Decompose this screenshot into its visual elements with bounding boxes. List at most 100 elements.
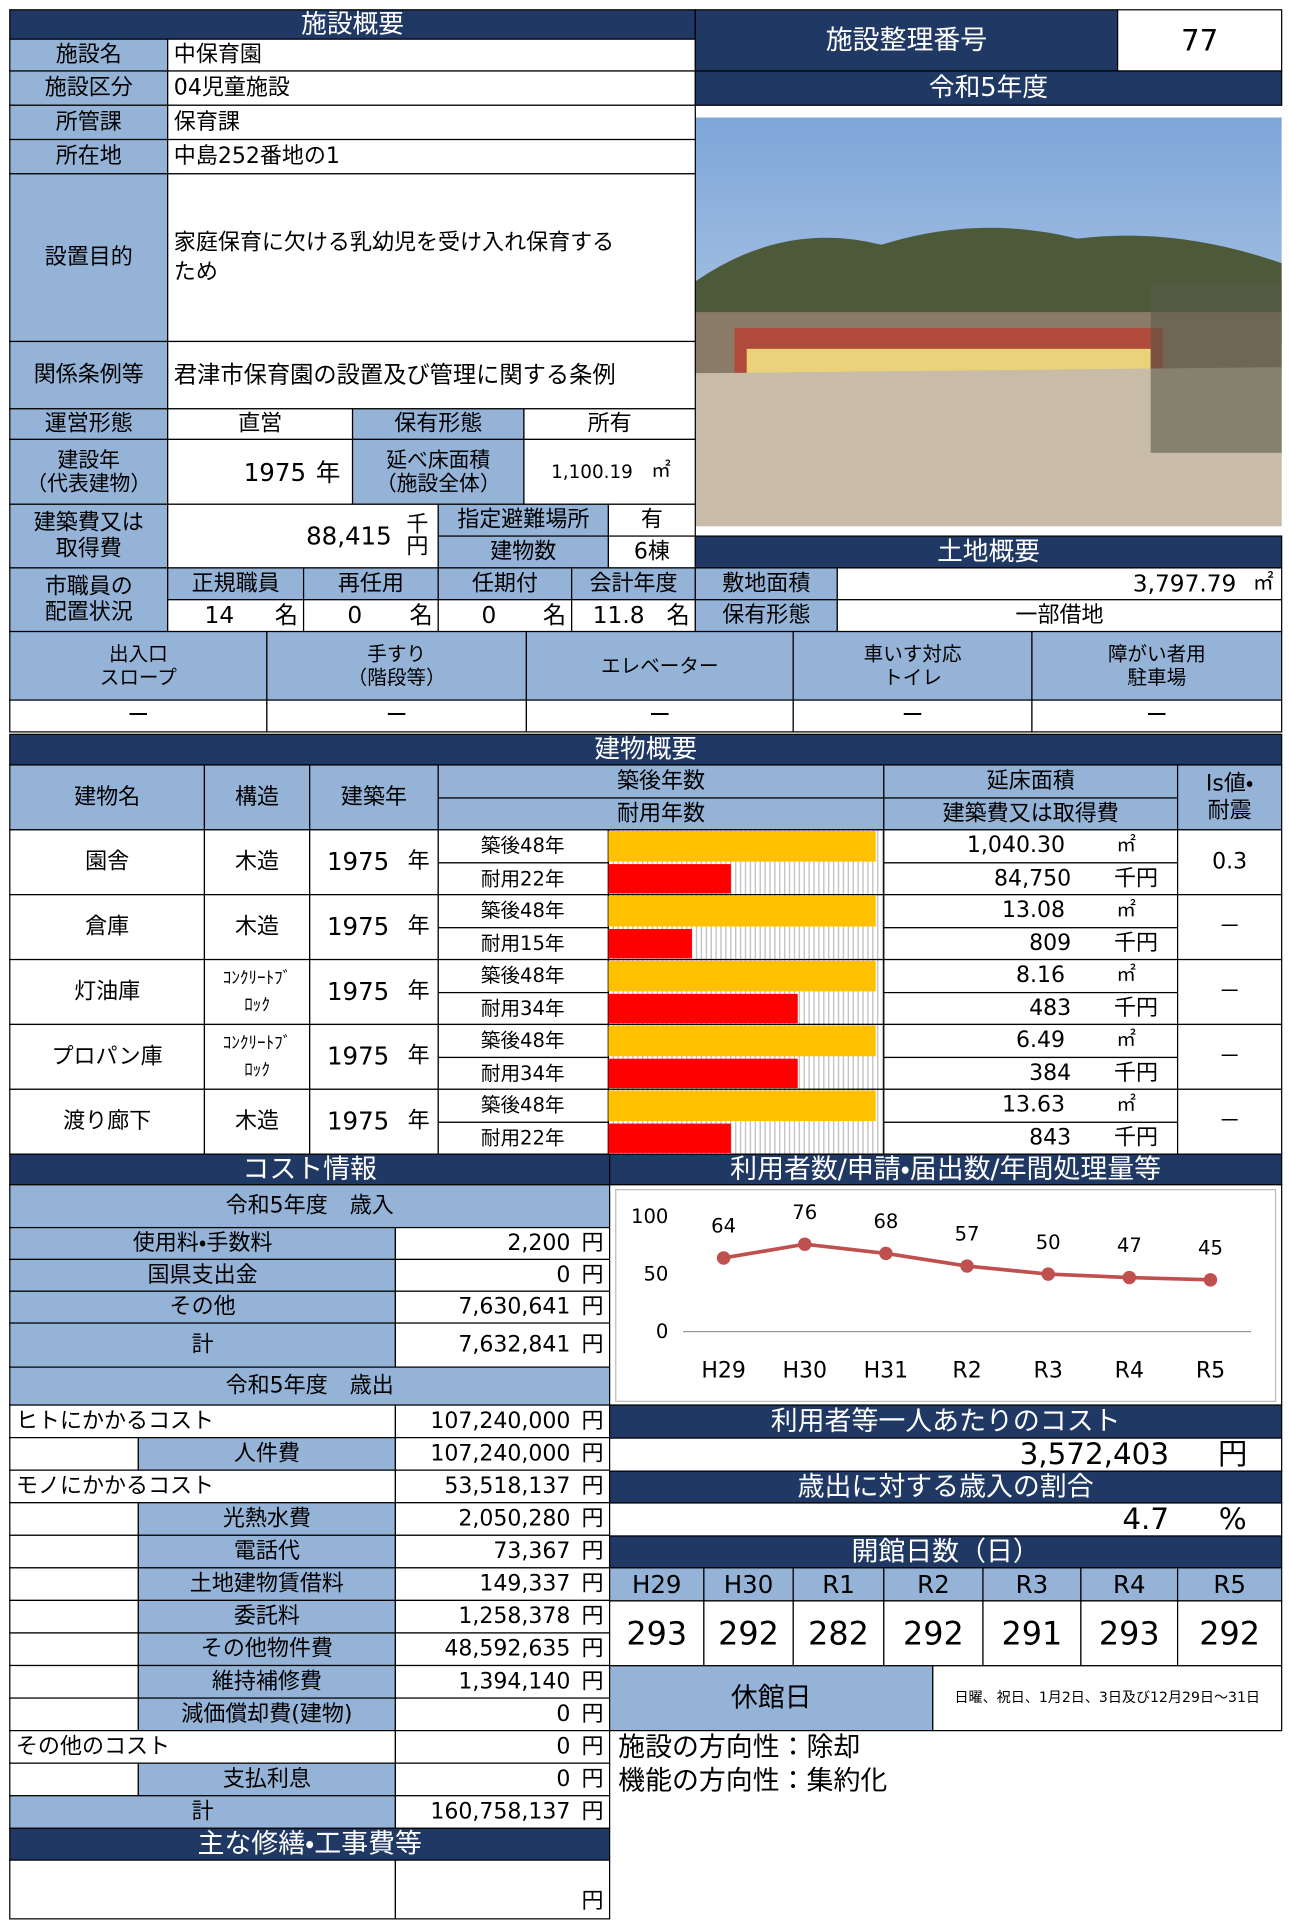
cell xyxy=(394,1437,611,1471)
cell xyxy=(694,599,838,633)
cell xyxy=(394,1258,611,1292)
amount: 107,240,000 xyxy=(430,1409,570,1434)
cell xyxy=(137,1437,397,1471)
facility-photo xyxy=(695,117,1282,527)
cell xyxy=(167,503,439,569)
cell xyxy=(883,862,1179,896)
x-tick-label: R4 xyxy=(1115,1358,1144,1383)
cell xyxy=(137,1534,397,1569)
cell xyxy=(137,1697,397,1732)
unit: 名 xyxy=(409,602,432,629)
unit: 年 xyxy=(316,458,340,487)
cell xyxy=(9,1322,397,1368)
amount: 1,258,378 xyxy=(458,1604,570,1629)
unit: 名 xyxy=(275,602,298,629)
barrier-value: ー xyxy=(386,703,408,728)
field-label: 配置状況 xyxy=(45,600,133,625)
data-point xyxy=(1122,1270,1137,1285)
staff-label: 任期付 xyxy=(472,571,538,596)
cell xyxy=(609,1153,1283,1186)
field-label: 延べ床面積 xyxy=(386,448,490,472)
field-value: 日曜、祝日、1月2日、3日及び12月29日～31日 xyxy=(954,1690,1260,1706)
unit: 円 xyxy=(581,1539,603,1564)
cell xyxy=(694,9,1119,72)
unit: 円 xyxy=(581,1800,603,1825)
column-header: 建築年 xyxy=(341,785,407,810)
cell xyxy=(1176,958,1283,1026)
cell xyxy=(982,1600,1082,1667)
life-bar xyxy=(608,1123,731,1153)
field-label: 所在地 xyxy=(56,144,122,169)
cell xyxy=(9,1534,139,1569)
staff-value: 0 xyxy=(482,602,497,629)
unit: 円 xyxy=(581,1669,603,1694)
age-label: 築後48年 xyxy=(481,1094,565,1117)
field-value: 中保育園 xyxy=(174,43,262,68)
amount: 160,758,137 xyxy=(430,1800,570,1825)
amount: 149,337 xyxy=(479,1572,570,1597)
building-structure: 木造 xyxy=(235,915,279,940)
cell xyxy=(9,503,169,569)
field-label: 施設名 xyxy=(56,43,122,68)
building-year: 1975 xyxy=(327,1107,389,1136)
field-value: 一部借地 xyxy=(1015,603,1103,628)
cell xyxy=(437,567,573,601)
field-value: 3,797.79 xyxy=(1133,570,1237,597)
unit: 円 xyxy=(406,535,428,560)
unit: 円 xyxy=(581,1333,603,1358)
life-bar xyxy=(608,864,731,894)
cell xyxy=(394,1322,611,1368)
field-label: 市職員の xyxy=(45,574,133,599)
cell xyxy=(394,1730,611,1764)
life-bar xyxy=(608,928,692,959)
building-cost: 483 xyxy=(1029,996,1071,1021)
staff-label: 会計年度 xyxy=(589,571,677,596)
age-bar xyxy=(608,895,876,927)
cell xyxy=(1176,894,1283,961)
unit: 円 xyxy=(581,1507,603,1532)
unit: 円 xyxy=(1218,1437,1247,1471)
cell xyxy=(167,599,305,633)
life-bar xyxy=(608,993,798,1024)
x-tick-label: H30 xyxy=(782,1358,827,1383)
cell xyxy=(9,104,169,141)
column-header: 築後年数 xyxy=(617,769,705,794)
cell xyxy=(309,829,439,896)
amount: 0 xyxy=(556,1767,570,1792)
cost-group-label: ヒトにかかるコスト xyxy=(16,1409,214,1434)
amount: 2,050,280 xyxy=(458,1507,570,1532)
cell xyxy=(1031,630,1283,701)
cell xyxy=(309,764,439,831)
unit: 千円 xyxy=(1114,1061,1158,1086)
cell xyxy=(437,958,610,994)
x-tick-label: R2 xyxy=(952,1358,981,1383)
building-area: 13.63 xyxy=(1002,1093,1065,1118)
field-label: 施設整理番号 xyxy=(826,25,987,56)
section-title: 開館日数（日） xyxy=(851,1536,1039,1567)
cell xyxy=(836,567,1283,601)
cost-label: 人件費 xyxy=(234,1441,300,1466)
direction-text: 機能の方向性：集約化 xyxy=(618,1765,887,1796)
building-area: 13.08 xyxy=(1002,898,1065,923)
section-title: 歳出に対する歳入の割合 xyxy=(798,1472,1094,1503)
year-header: R1 xyxy=(822,1570,855,1599)
data-point xyxy=(960,1259,974,1273)
cell xyxy=(394,1567,611,1602)
cell xyxy=(9,1697,139,1732)
cell xyxy=(9,1795,397,1829)
column-header: 延床面積 xyxy=(987,769,1075,794)
cell xyxy=(302,599,439,633)
cell xyxy=(9,1599,139,1634)
unit: 円 xyxy=(581,1231,603,1256)
field-value: 保育課 xyxy=(174,110,240,135)
section-title: 主な修繕・工事費等 xyxy=(197,1829,421,1860)
cost-label: 国県支出金 xyxy=(148,1263,258,1288)
cell xyxy=(525,699,794,733)
cost-label: 維持補修費 xyxy=(212,1669,322,1694)
column-header: 耐用年数 xyxy=(617,801,705,826)
cell xyxy=(9,1859,397,1920)
unit: 円 xyxy=(581,1474,603,1499)
field-label: 保有形態 xyxy=(394,412,482,437)
barrier-label: スロープ xyxy=(100,666,178,689)
